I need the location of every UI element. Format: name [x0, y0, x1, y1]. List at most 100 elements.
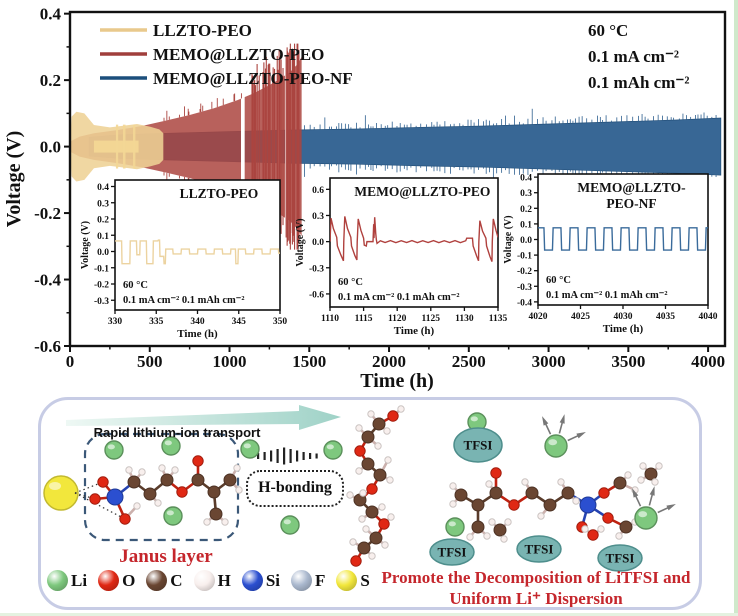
- inset-x-tick: 345: [232, 317, 247, 327]
- x-tick-label: 0: [66, 352, 75, 371]
- h-atom: [221, 518, 229, 526]
- c-atom: [369, 531, 383, 545]
- h-atom: [449, 482, 457, 490]
- legend-label: MEMO@LLZTO-PEO: [153, 45, 324, 64]
- janus-dashed-box: [83, 432, 240, 542]
- tfsi-anion: TFSI: [453, 427, 503, 463]
- vibration-bars-icon: [315, 453, 318, 459]
- li-ion-icon: [634, 506, 658, 530]
- c-atom: [644, 467, 658, 481]
- y-tick-label: 0.0: [40, 138, 61, 157]
- legend-label: MEMO@LLZTO-PEO-NF: [153, 69, 353, 88]
- c-atom: [191, 473, 205, 487]
- inset-x-tick: 4030: [614, 312, 633, 322]
- h-atom: [387, 513, 395, 521]
- arrow-head: [649, 486, 655, 496]
- inset-x-tick: 335: [149, 317, 164, 327]
- inset-y-tick: 0.0: [520, 236, 532, 246]
- atom-legend-item-o: O: [98, 570, 135, 591]
- li-ion-icon: [323, 440, 343, 460]
- inset-y-tick: -0.3: [94, 297, 109, 307]
- inset-x-title: Time (h): [394, 325, 435, 337]
- h-atom: [466, 533, 474, 541]
- inset-condition: 0.1 mA cm⁻² 0.1 mAh cm⁻²: [123, 295, 245, 306]
- f-sphere-icon: [291, 570, 312, 591]
- fragment-oh: [581, 525, 605, 541]
- h-atom: [651, 478, 659, 486]
- atom-legend-item-si: Si: [241, 570, 280, 591]
- h-atom: [358, 515, 366, 523]
- atom-symbol: Si: [265, 570, 280, 590]
- janus-layer-label: Janus layer: [119, 546, 213, 567]
- atom-legend-item-f: F: [291, 570, 325, 591]
- c-atom: [127, 475, 141, 489]
- h-atom: [637, 476, 645, 484]
- tfsi-ellipse: [429, 538, 475, 566]
- inset-condition: 60 °C: [546, 275, 571, 286]
- inset-memo-llzto-peo: 1110 1115 1120 1125 1130 1135 0.6 0.3 0.0 -0.3 -0.…: [295, 177, 507, 337]
- h-atom: [639, 462, 647, 470]
- o-atom: [366, 483, 378, 495]
- c-atom: [207, 485, 221, 499]
- h-atom: [597, 525, 605, 533]
- h-atom: [125, 466, 133, 474]
- main-legend: LLZTO-PEO MEMO@LLZTO-PEO MEMO@LLZTO-PEO-NF…: [100, 21, 689, 92]
- o-sphere-icon: [98, 570, 120, 591]
- atom-legend-item-h: H: [193, 570, 231, 591]
- c-atom: [365, 505, 379, 519]
- inset-y-tick: -0.1: [517, 252, 532, 262]
- yellow-column: [133, 124, 136, 169]
- inset-y-tick: -0.6: [309, 290, 324, 300]
- o-atom: [587, 529, 599, 541]
- memo-molecule-left: [89, 455, 243, 526]
- li-ion-dispersing-icon: [632, 486, 676, 530]
- h-atom: [581, 525, 589, 533]
- li-ion-icon: [161, 436, 181, 456]
- si-atom: [106, 488, 124, 506]
- li-ion-icon: [104, 440, 124, 460]
- h-atom: [349, 538, 357, 546]
- h-atom: [346, 491, 354, 499]
- h-atom: [624, 471, 632, 479]
- condition-text: 60 °C: [588, 21, 628, 40]
- x-tick-label: 1000: [213, 352, 247, 371]
- inset-x-tick: 4025: [571, 312, 590, 322]
- s-sphere-icon: [336, 570, 358, 591]
- inset-title: MEMO@LLZTO-PEO: [354, 184, 490, 199]
- memo-molecule-right: [449, 467, 639, 541]
- atom-symbol: H: [217, 570, 231, 590]
- inset-y-tick: 0.1: [520, 220, 532, 230]
- arrow-label: Rapid lithium-ion transport: [93, 425, 261, 440]
- si-atom: [579, 496, 597, 514]
- h-atom: [488, 518, 496, 526]
- coordination-dotted-line: [74, 492, 126, 520]
- li-sphere-icon: [47, 570, 68, 591]
- arrow-head: [666, 504, 676, 511]
- inset-x-tick: 350: [273, 317, 288, 327]
- h-atom: [374, 442, 382, 450]
- arrow-head: [559, 414, 565, 424]
- o-atom: [378, 518, 390, 530]
- li-ion-icon: [280, 515, 300, 535]
- tfsi-ellipse: [453, 427, 503, 463]
- o-atom: [387, 410, 399, 422]
- inset-x-title: Time (h): [603, 323, 644, 335]
- c-atom: [543, 498, 557, 512]
- vibration-bars-icon: [289, 449, 292, 463]
- h-atom: [368, 552, 376, 560]
- h-atom: [154, 499, 162, 507]
- atom-symbol: F: [315, 570, 326, 590]
- mechanism-panel: TFSI TFSI TFSI TFSI Rapid lithium-ion trans…: [38, 397, 702, 610]
- c-atom: [471, 520, 485, 534]
- h-atom: [158, 464, 166, 472]
- inset-y-tick: 0.2: [520, 205, 532, 215]
- c-sphere-icon: [146, 570, 168, 591]
- inset-title: PEO-NF: [606, 196, 656, 211]
- o-atom: [598, 487, 610, 499]
- y-tick-label: 0.4: [40, 5, 62, 24]
- h-atom: [381, 541, 389, 549]
- sulfur-ball-icon: [43, 475, 79, 511]
- transport-arrow: [66, 405, 341, 430]
- coordination-dotted-line: [74, 492, 96, 500]
